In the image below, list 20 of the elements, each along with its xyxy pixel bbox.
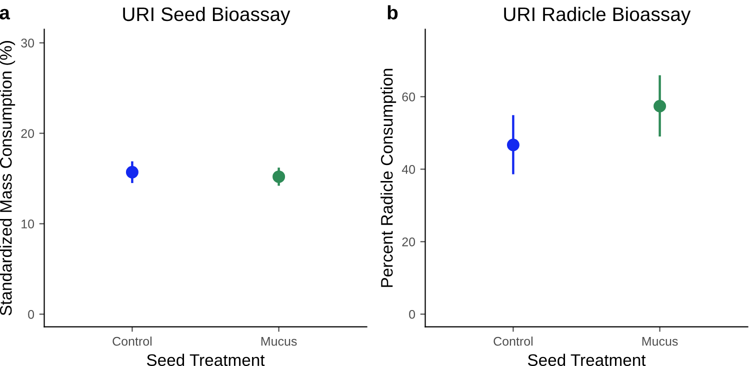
x-tick-label: Control: [494, 336, 533, 346]
x-axis-title: Seed Treatment: [146, 354, 265, 366]
y-tick-label: 0: [28, 310, 34, 319]
chart-title: URI Seed Bioassay: [123, 6, 290, 25]
y-tick-label: 30: [21, 38, 34, 48]
y-tick-label: 60: [402, 92, 416, 102]
x-tick-label: Mucus: [642, 337, 678, 346]
text: b: [388, 5, 398, 20]
y-tick-label: 0: [409, 310, 416, 319]
x-axis-title: Seed Treatment: [528, 354, 646, 366]
y-tick-label: 20: [402, 237, 416, 246]
y-tick-label: 10: [22, 220, 34, 228]
x-tick-label: Control: [112, 336, 152, 346]
x-tick-label: Mucus: [261, 337, 297, 346]
y-tick-label: 40: [402, 164, 416, 174]
y-tick-label: 20: [21, 129, 34, 138]
y-axis-title: Standardized Mass Consumption (%): [0, 41, 16, 316]
chart-title: URI Radicle Bioassay: [504, 6, 691, 25]
y-axis-title: Percent Radicle Consumption: [380, 68, 396, 287]
text: a: [0, 8, 10, 20]
